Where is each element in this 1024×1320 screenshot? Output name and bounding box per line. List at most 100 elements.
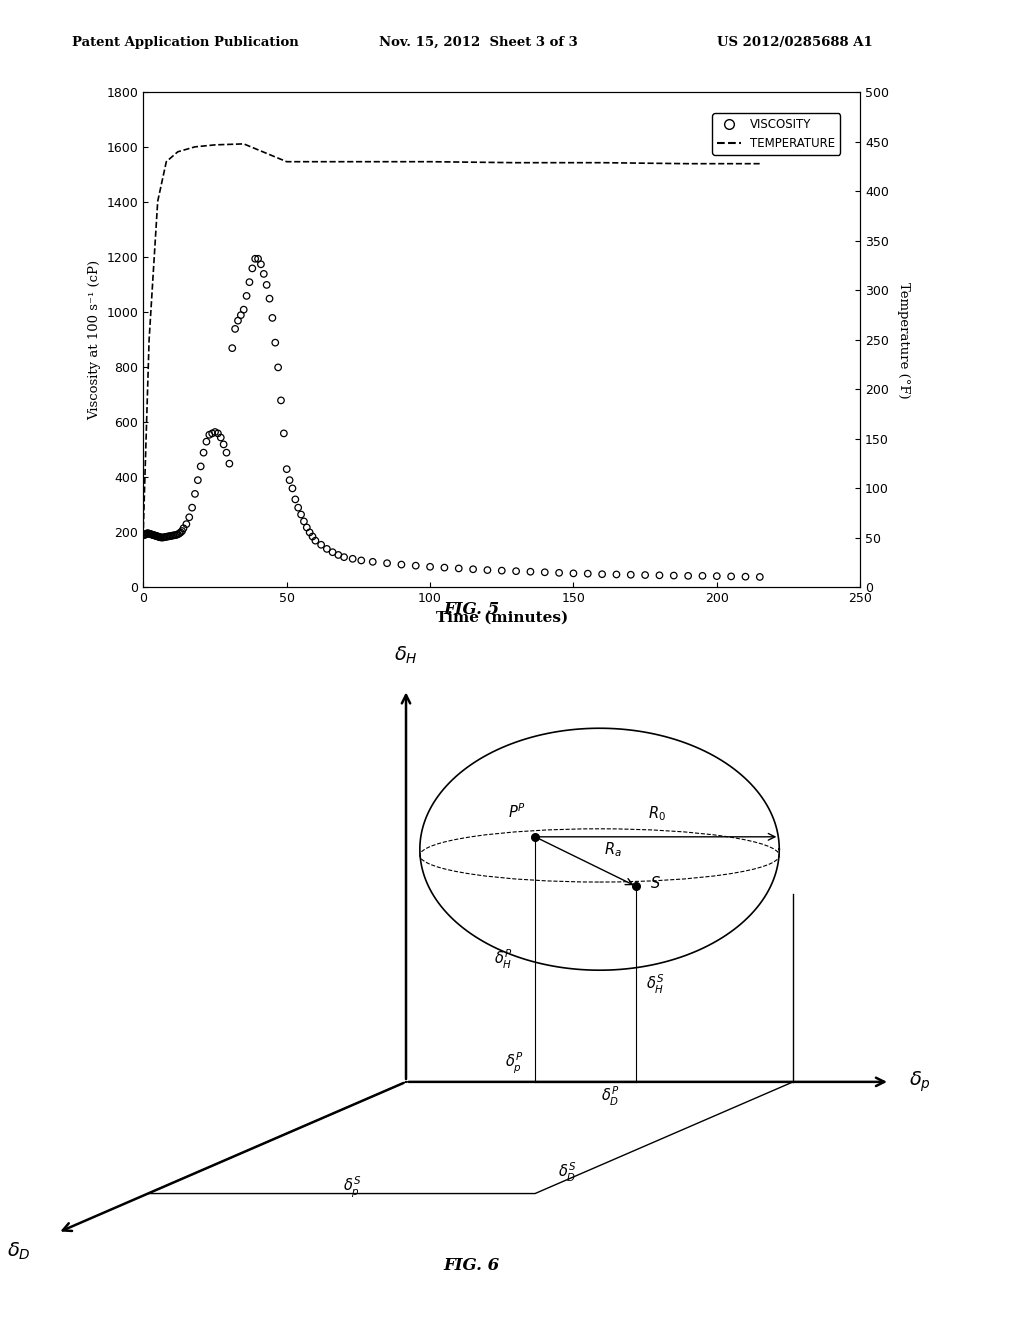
Point bbox=[157, 527, 173, 548]
Point bbox=[344, 548, 360, 569]
Point bbox=[145, 524, 162, 545]
Point bbox=[637, 565, 653, 586]
Text: $\delta_D^S$: $\delta_D^S$ bbox=[558, 1160, 577, 1184]
Point bbox=[253, 253, 269, 275]
Point bbox=[565, 562, 582, 583]
Point bbox=[141, 523, 158, 544]
Point bbox=[152, 527, 168, 548]
Point bbox=[408, 556, 424, 577]
Point bbox=[178, 513, 195, 535]
Point bbox=[293, 504, 309, 525]
Point bbox=[148, 525, 165, 546]
Point bbox=[365, 552, 381, 573]
Point bbox=[353, 550, 370, 572]
Point bbox=[250, 248, 266, 269]
Point bbox=[232, 305, 249, 326]
Point bbox=[709, 565, 725, 586]
Point bbox=[136, 524, 153, 545]
Point bbox=[494, 560, 510, 581]
Point bbox=[165, 525, 181, 546]
Text: $\delta_D$: $\delta_D$ bbox=[6, 1241, 31, 1262]
Point bbox=[239, 285, 255, 306]
Point bbox=[174, 520, 190, 541]
Point bbox=[522, 561, 539, 582]
Point bbox=[150, 525, 166, 546]
Point bbox=[307, 531, 324, 552]
Point bbox=[508, 561, 524, 582]
Point bbox=[137, 524, 154, 545]
Point bbox=[215, 434, 231, 455]
Point bbox=[196, 442, 212, 463]
Point bbox=[181, 507, 198, 528]
Point bbox=[258, 275, 274, 296]
Point bbox=[379, 553, 395, 574]
Point bbox=[218, 442, 234, 463]
Text: FIG. 6: FIG. 6 bbox=[443, 1257, 499, 1274]
Point bbox=[270, 356, 287, 378]
Point bbox=[213, 426, 229, 447]
Point bbox=[204, 422, 220, 444]
Point bbox=[158, 527, 174, 548]
Point bbox=[436, 557, 453, 578]
Point bbox=[184, 498, 201, 519]
Point bbox=[325, 541, 341, 562]
Point bbox=[153, 527, 169, 548]
Point bbox=[167, 524, 183, 545]
Point bbox=[199, 432, 215, 453]
Text: FIG. 5: FIG. 5 bbox=[443, 601, 499, 618]
Point bbox=[201, 424, 217, 445]
Point bbox=[313, 535, 330, 556]
Text: $\delta_p$: $\delta_p$ bbox=[909, 1069, 931, 1094]
Point bbox=[143, 524, 160, 545]
Point bbox=[148, 525, 165, 546]
Text: Nov. 15, 2012  Sheet 3 of 3: Nov. 15, 2012 Sheet 3 of 3 bbox=[379, 36, 578, 49]
Point bbox=[224, 338, 241, 359]
Point bbox=[138, 524, 155, 545]
Point bbox=[299, 517, 315, 539]
Point bbox=[393, 554, 410, 576]
Point bbox=[267, 333, 284, 354]
Point bbox=[172, 521, 188, 543]
Point bbox=[156, 527, 172, 548]
Point bbox=[594, 564, 610, 585]
Point bbox=[144, 524, 161, 545]
Point bbox=[330, 544, 346, 565]
Point bbox=[272, 389, 289, 411]
Text: $R_a$: $R_a$ bbox=[604, 840, 622, 858]
Point bbox=[163, 525, 179, 546]
Point bbox=[175, 517, 191, 539]
Point bbox=[279, 458, 295, 479]
Text: US 2012/0285688 A1: US 2012/0285688 A1 bbox=[717, 36, 872, 49]
Point bbox=[186, 483, 203, 504]
Point bbox=[608, 564, 625, 585]
X-axis label: Time (minutes): Time (minutes) bbox=[435, 611, 568, 624]
Point bbox=[694, 565, 711, 586]
Point bbox=[723, 566, 739, 587]
Point bbox=[170, 524, 186, 545]
Point bbox=[580, 564, 596, 585]
Point bbox=[140, 523, 157, 544]
Text: $\delta_D^P$: $\delta_D^P$ bbox=[601, 1085, 620, 1109]
Text: $R_0$: $R_0$ bbox=[648, 804, 666, 824]
Point bbox=[247, 248, 263, 269]
Point bbox=[193, 455, 209, 477]
Point bbox=[666, 565, 682, 586]
Point bbox=[147, 525, 164, 546]
Point bbox=[207, 421, 223, 442]
Point bbox=[229, 310, 246, 331]
Point bbox=[221, 453, 238, 474]
Point bbox=[171, 523, 187, 544]
Point bbox=[285, 478, 301, 499]
Point bbox=[537, 562, 553, 583]
Point bbox=[164, 525, 180, 546]
Point bbox=[244, 257, 260, 279]
Text: $\delta_p^P$: $\delta_p^P$ bbox=[505, 1051, 523, 1076]
Point bbox=[304, 525, 321, 546]
Point bbox=[261, 288, 278, 309]
Point bbox=[422, 556, 438, 577]
Point bbox=[210, 422, 226, 444]
Text: $S$: $S$ bbox=[650, 875, 662, 891]
Point bbox=[143, 524, 160, 545]
Y-axis label: Viscosity at 100 s⁻¹ (cP): Viscosity at 100 s⁻¹ (cP) bbox=[88, 260, 101, 420]
Point bbox=[264, 308, 281, 329]
